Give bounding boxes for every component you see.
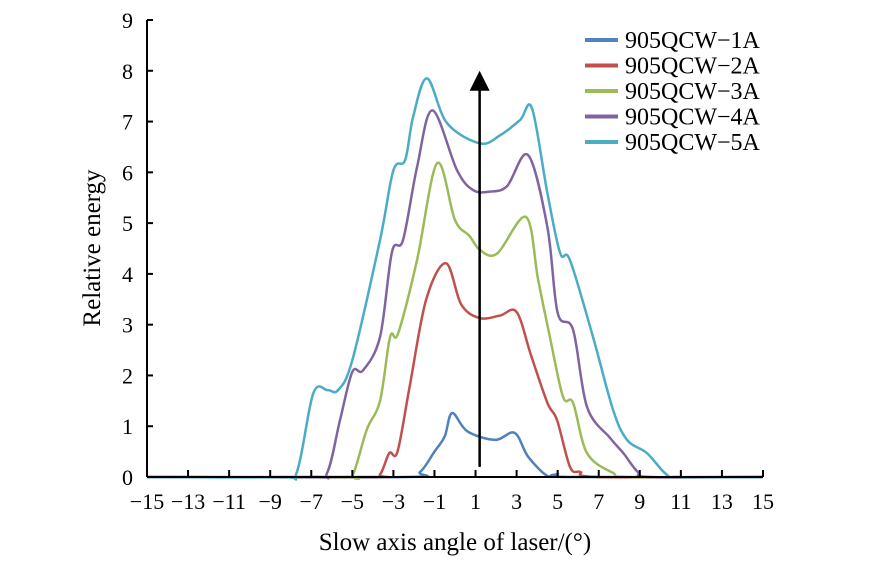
x-tick-label: 3 — [511, 489, 522, 514]
x-tick-label: −13 — [171, 489, 205, 514]
arrow-annotation — [469, 70, 490, 467]
legend-label: 905QCW−4A — [625, 105, 761, 131]
series-line-2 — [146, 261, 764, 479]
series-line-1 — [146, 411, 764, 479]
y-axis-label: Relative energy — [79, 169, 106, 327]
y-tick-label: 8 — [122, 59, 133, 84]
y-tick-label: 3 — [122, 313, 133, 338]
x-tick-label: −11 — [212, 489, 246, 514]
x-tick-label: 15 — [752, 489, 774, 514]
x-tick-label: 5 — [552, 489, 563, 514]
y-tick-label: 6 — [122, 160, 133, 185]
legend-label: 905QCW−3A — [625, 79, 761, 105]
x-tick-label: −9 — [258, 489, 281, 514]
arrow-head-icon — [469, 70, 490, 91]
y-tick-label: 1 — [122, 414, 133, 439]
x-tick-label: 7 — [593, 489, 604, 514]
y-tick-label: 2 — [122, 363, 133, 388]
y-tick-label: 7 — [122, 110, 133, 135]
legend-label: 905QCW−5A — [625, 130, 761, 156]
x-tick-label: 1 — [470, 489, 481, 514]
series-line-4 — [146, 109, 764, 480]
y-tick-label: 4 — [122, 262, 133, 287]
y-tick-label: 9 — [122, 8, 133, 33]
x-tick-label: −5 — [341, 489, 364, 514]
x-tick-label: 9 — [634, 489, 645, 514]
series-line-5 — [146, 77, 764, 481]
series-line-3 — [146, 161, 764, 480]
x-tick-label: −1 — [423, 489, 446, 514]
legend-label: 905QCW−1A — [625, 28, 761, 54]
x-tick-label: 13 — [711, 489, 733, 514]
legend: 905QCW−1A905QCW−2A905QCW−3A905QCW−4A905Q… — [585, 28, 761, 156]
x-tick-label: 11 — [670, 489, 691, 514]
y-tick-label: 0 — [122, 465, 133, 490]
x-tick-label: −15 — [130, 489, 164, 514]
y-tick-label: 5 — [122, 211, 133, 236]
x-axis-label: Slow axis angle of laser/(°) — [319, 529, 591, 556]
legend-label: 905QCW−2A — [625, 54, 761, 80]
x-tick-label: −7 — [300, 489, 323, 514]
x-ticks: −15 −13 −11 −9 −7 −5 −3 −1 1 3 5 7 9 11 13 15 — [130, 470, 774, 514]
x-tick-label: −3 — [382, 489, 405, 514]
y-ticks: 0 1 2 3 4 5 6 7 8 9 — [122, 8, 153, 490]
